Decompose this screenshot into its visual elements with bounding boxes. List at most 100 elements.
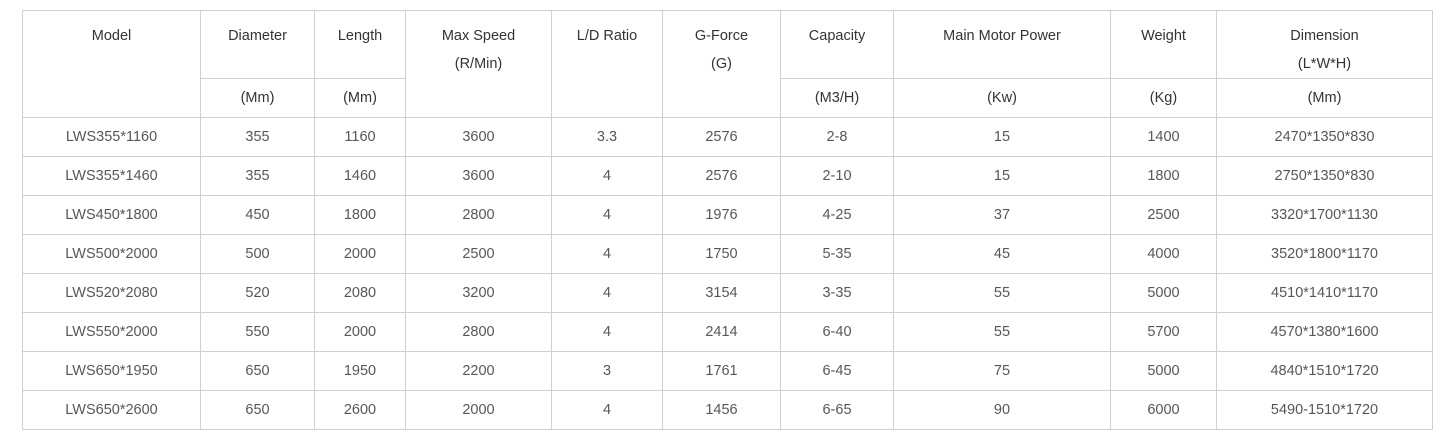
cell-length: 1800 — [314, 195, 406, 235]
cell-length: 1160 — [314, 117, 406, 157]
cell-dimension: 2750*1350*830 — [1216, 156, 1433, 196]
cell-capacity: 6-65 — [780, 390, 894, 430]
cell-weight: 2500 — [1110, 195, 1217, 235]
cell-diameter: 355 — [200, 117, 315, 157]
col-header-ld-ratio: L/D Ratio — [551, 10, 663, 118]
cell-length: 2600 — [314, 390, 406, 430]
unit-dimension: (Mm) — [1216, 78, 1433, 118]
cell-ld-ratio: 4 — [551, 234, 663, 274]
cell-capacity: 4-25 — [780, 195, 894, 235]
cell-dimension: 3520*1800*1170 — [1216, 234, 1433, 274]
cell-main-motor-power: 15 — [893, 156, 1111, 196]
cell-capacity: 6-45 — [780, 351, 894, 391]
unit-capacity: (M3/H) — [780, 78, 894, 118]
unit-weight: (Kg) — [1110, 78, 1217, 118]
cell-g-force: 2576 — [662, 117, 781, 157]
col-header-capacity: Capacity — [780, 10, 894, 79]
table-row: LWS355*1460 355 1460 3600 4 2576 2-10 15… — [22, 156, 1433, 196]
table-row: LWS650*1950 650 1950 2200 3 1761 6-45 75… — [22, 351, 1433, 391]
cell-weight: 1800 — [1110, 156, 1217, 196]
cell-model: LWS650*2600 — [22, 390, 201, 430]
cell-dimension: 4510*1410*1170 — [1216, 273, 1433, 313]
col-header-max-speed: Max Speed (R/Min) — [405, 10, 552, 118]
col-header-g-force: G-Force (G) — [662, 10, 781, 118]
cell-main-motor-power: 75 — [893, 351, 1111, 391]
cell-ld-ratio: 4 — [551, 195, 663, 235]
cell-weight: 5000 — [1110, 273, 1217, 313]
cell-diameter: 650 — [200, 390, 315, 430]
cell-weight: 5000 — [1110, 351, 1217, 391]
cell-diameter: 450 — [200, 195, 315, 235]
cell-model: LWS650*1950 — [22, 351, 201, 391]
cell-diameter: 500 — [200, 234, 315, 274]
cell-length: 1460 — [314, 156, 406, 196]
cell-capacity: 6-40 — [780, 312, 894, 352]
cell-ld-ratio: 3 — [551, 351, 663, 391]
specification-table: Model Diameter Length Max Speed (R/Min) … — [22, 10, 1433, 430]
cell-max-speed: 3200 — [405, 273, 552, 313]
col-header-max-speed-line2: (R/Min) — [454, 56, 503, 72]
header-row-main: Model Diameter Length Max Speed (R/Min) … — [22, 10, 1433, 118]
cell-g-force: 1976 — [662, 195, 781, 235]
cell-g-force: 3154 — [662, 273, 781, 313]
cell-main-motor-power: 15 — [893, 117, 1111, 157]
cell-diameter: 355 — [200, 156, 315, 196]
cell-model: LWS450*1800 — [22, 195, 201, 235]
col-header-g-force-line2: (G) — [711, 56, 732, 72]
cell-model: LWS550*2000 — [22, 312, 201, 352]
cell-max-speed: 2000 — [405, 390, 552, 430]
table-row: LWS520*2080 520 2080 3200 4 3154 3-35 55… — [22, 273, 1433, 313]
cell-ld-ratio: 4 — [551, 156, 663, 196]
cell-capacity: 2-8 — [780, 117, 894, 157]
col-header-dimension-line1: Dimension — [1290, 28, 1359, 44]
cell-weight: 1400 — [1110, 117, 1217, 157]
cell-g-force: 1456 — [662, 390, 781, 430]
cell-length: 2080 — [314, 273, 406, 313]
col-header-dimension: Dimension (L*W*H) — [1216, 10, 1433, 79]
table-row: LWS550*2000 550 2000 2800 4 2414 6-40 55… — [22, 312, 1433, 352]
cell-diameter: 550 — [200, 312, 315, 352]
cell-weight: 5700 — [1110, 312, 1217, 352]
cell-model: LWS355*1160 — [22, 117, 201, 157]
cell-model: LWS355*1460 — [22, 156, 201, 196]
table-row: LWS500*2000 500 2000 2500 4 1750 5-35 45… — [22, 234, 1433, 274]
cell-model: LWS520*2080 — [22, 273, 201, 313]
cell-dimension: 4840*1510*1720 — [1216, 351, 1433, 391]
unit-diameter: (Mm) — [200, 78, 315, 118]
cell-ld-ratio: 3.3 — [551, 117, 663, 157]
cell-max-speed: 2500 — [405, 234, 552, 274]
cell-dimension: 4570*1380*1600 — [1216, 312, 1433, 352]
cell-length: 2000 — [314, 234, 406, 274]
cell-capacity: 5-35 — [780, 234, 894, 274]
cell-diameter: 520 — [200, 273, 315, 313]
cell-g-force: 1761 — [662, 351, 781, 391]
unit-length: (Mm) — [314, 78, 406, 118]
table-row: LWS650*2600 650 2600 2000 4 1456 6-65 90… — [22, 390, 1433, 430]
cell-max-speed: 3600 — [405, 117, 552, 157]
cell-main-motor-power: 37 — [893, 195, 1111, 235]
col-header-diameter: Diameter — [200, 10, 315, 79]
cell-g-force: 1750 — [662, 234, 781, 274]
cell-diameter: 650 — [200, 351, 315, 391]
cell-max-speed: 2800 — [405, 312, 552, 352]
cell-dimension: 5490-1510*1720 — [1216, 390, 1433, 430]
cell-dimension: 2470*1350*830 — [1216, 117, 1433, 157]
col-header-length: Length — [314, 10, 406, 79]
col-header-weight: Weight — [1110, 10, 1217, 79]
cell-weight: 6000 — [1110, 390, 1217, 430]
header-row-units: (Mm) (Mm) (M3/H) (Kw) (Kg) (Mm) — [23, 78, 1433, 118]
cell-ld-ratio: 4 — [551, 390, 663, 430]
cell-main-motor-power: 45 — [893, 234, 1111, 274]
cell-weight: 4000 — [1110, 234, 1217, 274]
col-header-g-force-line1: G-Force — [694, 28, 749, 44]
cell-capacity: 2-10 — [780, 156, 894, 196]
col-header-model: Model — [22, 10, 201, 118]
cell-max-speed: 3600 — [405, 156, 552, 196]
cell-main-motor-power: 55 — [893, 273, 1111, 313]
col-header-main-motor-power: Main Motor Power — [893, 10, 1111, 79]
cell-g-force: 2414 — [662, 312, 781, 352]
cell-g-force: 2576 — [662, 156, 781, 196]
cell-main-motor-power: 55 — [893, 312, 1111, 352]
table-row: LWS355*1160 355 1160 3600 3.3 2576 2-8 1… — [22, 117, 1433, 157]
cell-model: LWS500*2000 — [22, 234, 201, 274]
